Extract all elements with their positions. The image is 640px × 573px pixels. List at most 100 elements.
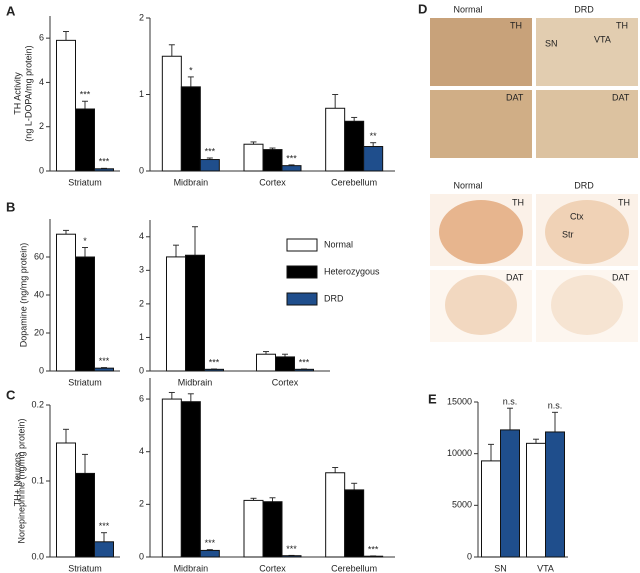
bar [75,108,95,172]
bar [363,146,384,172]
y-tick-label: 0.0 [31,551,44,561]
y-tick-label: 4 [139,231,144,241]
bar [180,401,201,558]
group-title: Normal [453,180,482,190]
bar [325,472,346,558]
bar [256,353,276,372]
significance-label: *** [205,146,216,156]
bar [294,368,314,372]
bar [363,555,384,558]
x-tick-label: Cortex [259,563,286,573]
y-tick-label: 0 [139,165,144,175]
stain-label: DAT [506,272,524,282]
bar [166,256,186,372]
region-label: VTA [594,34,611,44]
bar [481,460,501,558]
y-tick-label: 5000 [452,500,472,510]
significance-label: *** [205,538,216,548]
region-label: Str [562,229,574,239]
bar [94,541,114,558]
bar [545,431,565,558]
y-tick-label: 0.1 [31,475,44,485]
micrograph [430,90,532,158]
bar [185,254,205,372]
bar [325,107,346,172]
y-axis-label: TH+ Neurons [12,452,22,506]
bar [281,165,302,172]
y-tick-label: 15000 [447,396,472,406]
panel-label: E [428,391,437,406]
y-tick-label: 0 [139,365,144,375]
stain-label: TH [618,197,630,207]
y-tick-label: 2 [139,499,144,509]
y-axis-label: Norepinephrine (ng/mg protein) [16,418,26,543]
x-tick-label: Cortex [259,177,286,187]
bar [75,472,95,558]
y-axis-label: Dopamine (ng/mg protein) [18,243,28,348]
stain-label: DAT [506,92,524,102]
x-tick-label: Cerebellum [331,563,377,573]
stain-label: DAT [612,272,630,282]
y-tick-label: 10000 [447,448,472,458]
bar [180,86,201,172]
brain-section [439,200,523,264]
bar [56,39,76,172]
significance-label: *** [209,357,220,367]
x-tick-label: Midbrain [178,377,213,387]
x-tick-label: Cerebellum [331,177,377,187]
significance-label: *** [286,544,297,554]
bar [94,168,114,172]
x-tick-label: Midbrain [174,563,209,573]
significance-label: *** [368,544,379,554]
brain-section [445,275,517,335]
y-tick-label: 1 [139,89,144,99]
y-tick-label: 0 [467,551,472,561]
bar [75,256,95,372]
significance-label: * [189,65,193,75]
significance-label: n.s. [503,397,518,407]
micrograph [536,90,638,158]
bar [526,442,546,558]
panel-label: A [6,3,16,18]
significance-label: *** [286,153,297,163]
significance-label: *** [80,90,91,100]
y-tick-label: 6 [139,393,144,403]
bar [275,356,295,372]
significance-label: *** [299,357,310,367]
y-tick-label: 0.2 [31,399,44,409]
significance-label: *** [99,356,110,366]
bar [243,143,264,172]
stain-label: TH [510,20,522,30]
y-tick-label: 3 [139,265,144,275]
bar [94,367,114,372]
brain-section [551,275,623,335]
y-tick-label: 2 [39,121,44,131]
region-label: SN [545,38,558,48]
bar [500,429,520,558]
x-tick-label: VTA [537,563,554,573]
significance-label: *** [99,157,110,167]
group-title: DRD [574,4,594,14]
panel-label: D [418,1,427,16]
bar [56,233,76,372]
legend-label: Normal [324,239,353,249]
bar [243,499,264,558]
y-tick-label: 2 [139,12,144,22]
y-tick-label: 60 [34,251,44,261]
y-tick-label: 0 [39,365,44,375]
bar [199,159,220,172]
bar [199,549,220,558]
legend-swatch [286,292,318,306]
micrographs: Normal DRD TH TH DAT DAT SN VTA Normal D… [430,4,638,342]
stain-label: TH [616,20,628,30]
legend-label: DRD [324,293,344,303]
panel-label: B [6,199,15,214]
stain-label: TH [512,197,524,207]
y-tick-label: 1 [139,332,144,342]
group-title: Normal [453,4,482,14]
bar [262,149,283,172]
bar [204,368,224,372]
bar [344,120,365,172]
micrograph [536,18,638,86]
